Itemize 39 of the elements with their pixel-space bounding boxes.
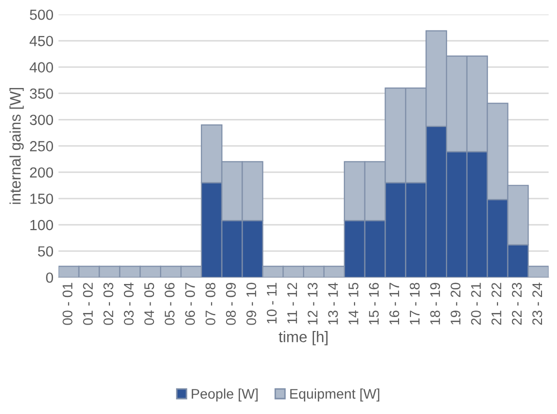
x-tick-label: 18 - 19 xyxy=(430,282,440,324)
y-tick-label: 350 xyxy=(30,88,54,99)
x-tick-label: 07 - 08 xyxy=(206,282,216,325)
x-tick-label: 16 - 17 xyxy=(389,282,400,324)
x-tick-label: 03 - 04 xyxy=(124,282,134,325)
x-tick-label: 05 - 06 xyxy=(164,282,175,325)
x-tick-label: 00 - 01 xyxy=(62,282,72,325)
y-tick-label: 250 xyxy=(30,141,54,152)
y-tick-label: 500 xyxy=(30,10,54,20)
x-tick-label: 10 - 11 xyxy=(266,282,277,324)
x-tick-label: 11 - 12 xyxy=(287,282,297,324)
x-tick-label: 06 - 07 xyxy=(185,282,195,325)
y-tick-label: 300 xyxy=(30,114,54,126)
x-tick-label: 20 - 21 xyxy=(471,282,481,325)
x-tick-label: 13 - 14 xyxy=(328,282,338,324)
x-tick-label: 08 - 09 xyxy=(226,282,236,325)
x-tick-label: 21 - 22 xyxy=(491,282,502,325)
y-tick-label: 150 xyxy=(30,194,54,204)
x-tick-label: 17 - 18 xyxy=(410,282,420,324)
y-tick-label: 50 xyxy=(38,246,54,257)
x-tick-label: 02 - 03 xyxy=(103,282,114,325)
x-tick-label: 23 - 24 xyxy=(532,282,542,325)
x-tick-label: 12 - 13 xyxy=(308,282,318,324)
legend-label: People [W] xyxy=(192,388,258,402)
y-tick-label: 100 xyxy=(30,220,54,230)
x-tick-label: 19 - 20 xyxy=(450,282,460,324)
x-tick-label: 01 - 02 xyxy=(83,282,93,325)
y-tick-label: 200 xyxy=(30,167,54,178)
y-tick-label: 450 xyxy=(30,36,54,46)
x-tick-label: 14 - 15 xyxy=(348,282,358,324)
x-tick-label: 22 - 23 xyxy=(512,282,522,325)
x-axis-title: time [h] xyxy=(278,331,328,346)
y-axis-title: internal gains [W] xyxy=(9,88,24,204)
x-tick-label: 15 - 16 xyxy=(368,282,379,324)
y-tick-label: 0 xyxy=(46,272,54,283)
y-tick-label: 400 xyxy=(30,62,54,72)
x-tick-label: 09 - 10 xyxy=(246,282,256,325)
legend-label: Equipment [W] xyxy=(290,388,380,402)
x-tick-label: 04 - 05 xyxy=(144,282,154,325)
